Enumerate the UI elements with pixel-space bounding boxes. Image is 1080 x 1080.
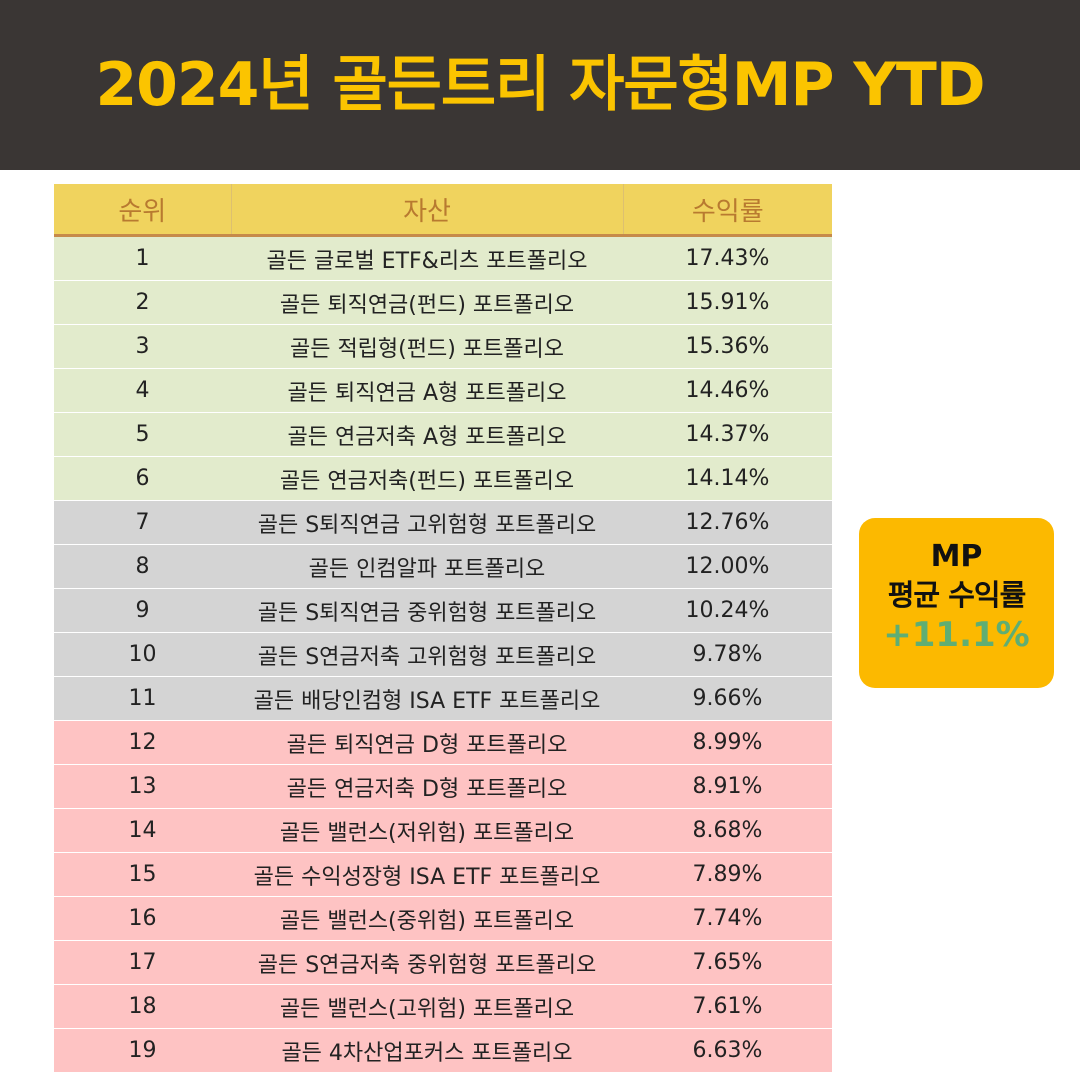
table-row: 8 골든 인컴알파 포트폴리오 12.00% [54, 544, 832, 589]
rank-cell: 8 [54, 544, 231, 589]
returns-table: 순위 자산 수익률 1 골든 글로벌 ETF&리츠 포트폴리오 17.43% 2 골든 … [54, 184, 832, 1073]
rank-cell: 3 [54, 324, 231, 369]
table-row: 19 골든 4차산업포커스 포트폴리오 6.63% [54, 1028, 832, 1073]
return-cell: 7.61% [623, 984, 832, 1029]
table-row: 7 골든 S퇴직연금 고위험형 포트폴리오 12.76% [54, 500, 832, 545]
column-header-rank: 순위 [54, 184, 232, 237]
asset-name-cell: 골든 밸런스(고위험) 포트폴리오 [231, 984, 623, 1029]
table-row: 6 골든 연금저축(펀드) 포트폴리오 14.14% [54, 456, 832, 501]
asset-name-cell: 골든 배당인컴형 ISA ETF 포트폴리오 [231, 676, 623, 721]
table-row: 1 골든 글로벌 ETF&리츠 포트폴리오 17.43% [54, 235, 832, 281]
table-row: 5 골든 연금저축 A형 포트폴리오 14.37% [54, 412, 832, 457]
table-row: 18 골든 밸런스(고위험) 포트폴리오 7.61% [54, 984, 832, 1029]
table-row: 2 골든 퇴직연금(펀드) 포트폴리오 15.91% [54, 280, 832, 325]
rank-cell: 12 [54, 720, 231, 765]
rank-cell: 4 [54, 368, 231, 413]
table-row: 9 골든 S퇴직연금 중위험형 포트폴리오 10.24% [54, 588, 832, 633]
asset-name-cell: 골든 연금저축 A형 포트폴리오 [231, 412, 623, 457]
asset-name-cell: 골든 적립형(펀드) 포트폴리오 [231, 324, 623, 369]
rank-cell: 2 [54, 280, 231, 325]
table-row: 17 골든 S연금저축 중위험형 포트폴리오 7.65% [54, 940, 832, 985]
asset-name-cell: 골든 연금저축(펀드) 포트폴리오 [231, 456, 623, 501]
return-cell: 14.46% [623, 368, 832, 413]
rank-cell: 10 [54, 632, 231, 677]
asset-name-cell: 골든 S연금저축 고위험형 포트폴리오 [231, 632, 623, 677]
column-header-return: 수익률 [623, 184, 832, 237]
asset-name-cell: 골든 밸런스(중위험) 포트폴리오 [231, 896, 623, 941]
return-cell: 10.24% [623, 588, 832, 633]
asset-name-cell: 골든 수익성장형 ISA ETF 포트폴리오 [231, 852, 623, 897]
asset-name-cell: 골든 글로벌 ETF&리츠 포트폴리오 [231, 235, 623, 281]
table-header-row: 순위 자산 수익률 [54, 184, 832, 237]
card-label-average-return: 평균 수익률 [887, 578, 1027, 612]
return-cell: 12.00% [623, 544, 832, 589]
table-body: 1 골든 글로벌 ETF&리츠 포트폴리오 17.43% 2 골든 퇴직연금(펀드) 포… [54, 235, 832, 1073]
return-cell: 17.43% [623, 235, 832, 281]
return-cell: 15.36% [623, 324, 832, 369]
column-header-asset: 자산 [231, 184, 624, 237]
rank-cell: 18 [54, 984, 231, 1029]
rank-cell: 11 [54, 676, 231, 721]
card-label-mp: MP [930, 539, 983, 574]
title-banner: 2024년 골든트리 자문형MP YTD [0, 0, 1080, 170]
rank-cell: 7 [54, 500, 231, 545]
return-cell: 8.68% [623, 808, 832, 853]
rank-cell: 17 [54, 940, 231, 985]
asset-name-cell: 골든 S연금저축 중위험형 포트폴리오 [231, 940, 623, 985]
average-return-card: MP 평균 수익률 +11.1% [859, 518, 1054, 688]
asset-name-cell: 골든 밸런스(저위험) 포트폴리오 [231, 808, 623, 853]
asset-name-cell: 골든 인컴알파 포트폴리오 [231, 544, 623, 589]
table-row: 12 골든 퇴직연금 D형 포트폴리오 8.99% [54, 720, 832, 765]
return-cell: 9.78% [623, 632, 832, 677]
table-row: 13 골든 연금저축 D형 포트폴리오 8.91% [54, 764, 832, 809]
rank-cell: 19 [54, 1028, 231, 1073]
rank-cell: 15 [54, 852, 231, 897]
return-cell: 7.74% [623, 896, 832, 941]
rank-cell: 6 [54, 456, 231, 501]
rank-cell: 1 [54, 235, 231, 281]
average-return-value: +11.1% [883, 615, 1030, 655]
asset-name-cell: 골든 S퇴직연금 고위험형 포트폴리오 [231, 500, 623, 545]
rank-cell: 13 [54, 764, 231, 809]
rank-cell: 5 [54, 412, 231, 457]
rank-cell: 16 [54, 896, 231, 941]
asset-name-cell: 골든 퇴직연금 D형 포트폴리오 [231, 720, 623, 765]
rank-cell: 9 [54, 588, 231, 633]
return-cell: 14.14% [623, 456, 832, 501]
return-cell: 7.65% [623, 940, 832, 985]
return-cell: 9.66% [623, 676, 832, 721]
table-row: 15 골든 수익성장형 ISA ETF 포트폴리오 7.89% [54, 852, 832, 897]
rank-cell: 14 [54, 808, 231, 853]
return-cell: 7.89% [623, 852, 832, 897]
return-cell: 12.76% [623, 500, 832, 545]
asset-name-cell: 골든 S퇴직연금 중위험형 포트폴리오 [231, 588, 623, 633]
asset-name-cell: 골든 4차산업포커스 포트폴리오 [231, 1028, 623, 1073]
table-row: 16 골든 밸런스(중위험) 포트폴리오 7.74% [54, 896, 832, 941]
table-row: 11 골든 배당인컴형 ISA ETF 포트폴리오 9.66% [54, 676, 832, 721]
asset-name-cell: 골든 연금저축 D형 포트폴리오 [231, 764, 623, 809]
asset-name-cell: 골든 퇴직연금 A형 포트폴리오 [231, 368, 623, 413]
table-row: 3 골든 적립형(펀드) 포트폴리오 15.36% [54, 324, 832, 369]
table-row: 14 골든 밸런스(저위험) 포트폴리오 8.68% [54, 808, 832, 853]
table-row: 4 골든 퇴직연금 A형 포트폴리오 14.46% [54, 368, 832, 413]
table-row: 10 골든 S연금저축 고위험형 포트폴리오 9.78% [54, 632, 832, 677]
asset-name-cell: 골든 퇴직연금(펀드) 포트폴리오 [231, 280, 623, 325]
return-cell: 8.91% [623, 764, 832, 809]
return-cell: 14.37% [623, 412, 832, 457]
return-cell: 15.91% [623, 280, 832, 325]
return-cell: 8.99% [623, 720, 832, 765]
return-cell: 6.63% [623, 1028, 832, 1073]
page-title: 2024년 골든트리 자문형MP YTD [95, 50, 985, 120]
